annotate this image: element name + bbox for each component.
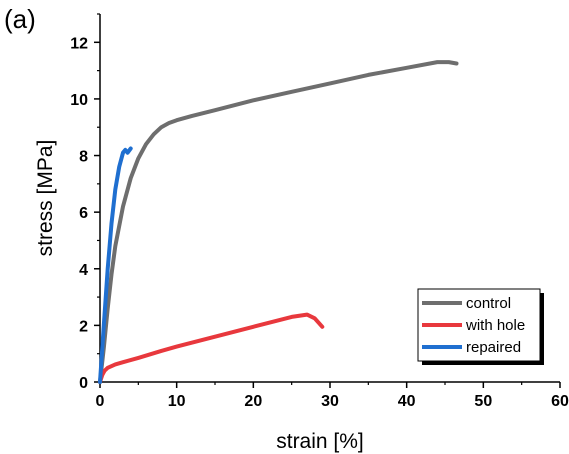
series-line-control	[98, 60, 459, 384]
y-tick-label: 2	[79, 318, 88, 335]
series-line-repaired	[98, 146, 133, 384]
legend: control with hole repaired	[417, 288, 544, 365]
x-tick-label: 10	[168, 393, 186, 410]
panel-label: (a)	[4, 4, 36, 34]
x-axis-title: strain [%]	[276, 430, 364, 453]
axis-ticks: 0 10 20 30 40 50 60 0 2 4 6 8 10 12	[70, 13, 569, 410]
series-line-with-hole	[98, 312, 325, 384]
x-tick-label: 0	[96, 393, 105, 410]
y-tick-label: 6	[79, 205, 88, 222]
y-axis-title: stress [MPa]	[34, 140, 57, 257]
y-tick-label: 8	[79, 149, 88, 166]
x-tick-label: 30	[321, 393, 339, 410]
legend-label-control: control	[466, 295, 511, 312]
legend-label-repaired: repaired	[466, 339, 521, 356]
x-tick-label: 40	[398, 393, 416, 410]
x-tick-label: 60	[551, 393, 569, 410]
y-tick-label: 10	[70, 92, 88, 109]
y-tick-label: 12	[70, 35, 88, 52]
y-tick-label: 0	[79, 375, 88, 392]
x-tick-label: 20	[244, 393, 262, 410]
y-tick-label: 4	[79, 262, 88, 279]
x-tick-label: 50	[474, 393, 492, 410]
series-layer	[98, 60, 459, 384]
legend-label-with-hole: with hole	[465, 317, 525, 334]
